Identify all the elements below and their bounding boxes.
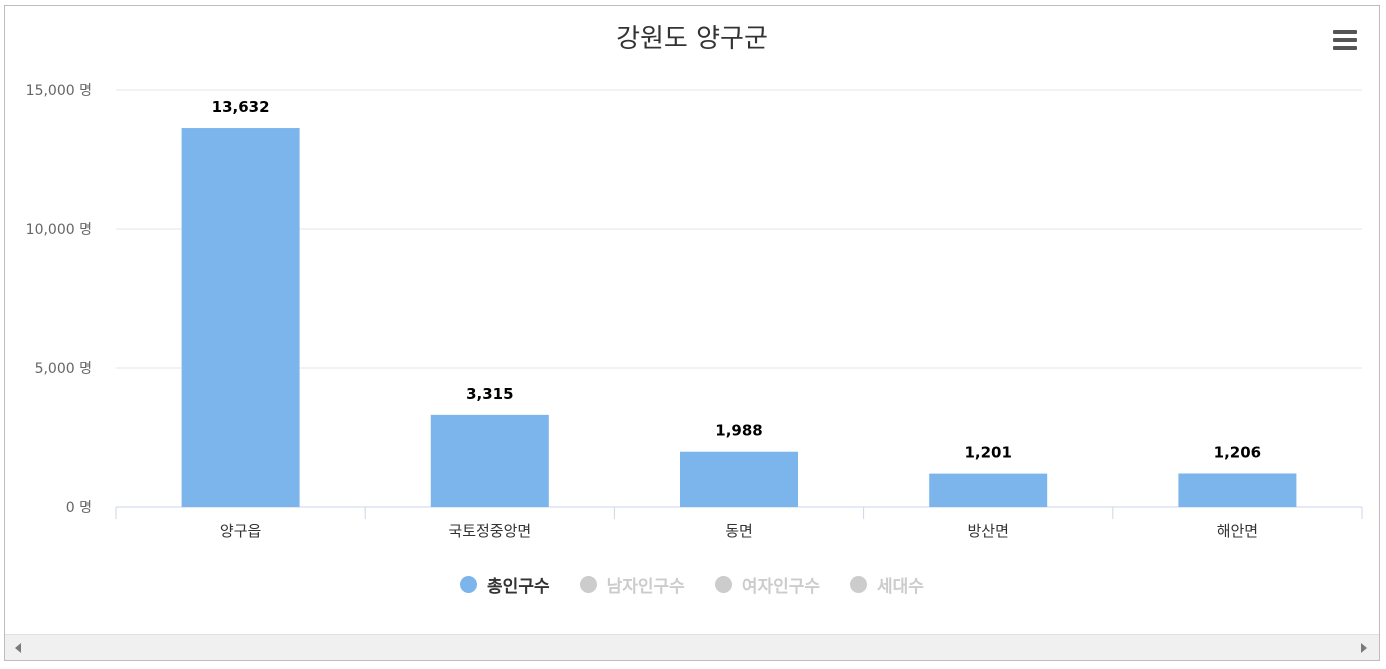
chart-container: 강원도 양구군 0 명 5,000 명 10,000 명 15,000 명 13,632… (4, 5, 1380, 661)
chart-title: 강원도 양구군 (616, 24, 768, 54)
y-tick-label: 5,000 명 (35, 361, 92, 377)
legend-label: 여자인구수 (741, 577, 821, 597)
menu-bar (1333, 38, 1357, 42)
data-label: 1,201 (964, 444, 1011, 462)
legend-symbol (579, 576, 597, 593)
bar (680, 451, 798, 507)
y-tick-label: 15,000 명 (26, 83, 92, 99)
x-tick-label: 양구읍 (220, 522, 261, 540)
hamburger-menu-icon[interactable] (1331, 28, 1359, 52)
x-tick-label: 국토정중앙면 (448, 522, 531, 540)
legend-item[interactable]: 여자인구수 (714, 572, 821, 597)
bar (929, 473, 1048, 507)
x-tick-label: 동면 (725, 522, 753, 540)
data-label: 13,632 (212, 98, 270, 116)
bar (1178, 473, 1297, 507)
legend-symbol (850, 576, 868, 593)
data-label: 3,315 (466, 385, 513, 403)
bar (430, 414, 549, 507)
legend-item[interactable]: 총인구수 (460, 572, 550, 597)
x-tick-label: 방산면 (967, 522, 1008, 540)
menu-bar (1333, 46, 1357, 50)
menu-bar (1333, 30, 1357, 34)
legend-symbol (714, 576, 732, 593)
chart-legend: 총인구수 남자인구수 여자인구수 세대수 (5, 572, 1379, 597)
y-tick-label: 0 명 (66, 500, 92, 516)
bar (181, 128, 300, 507)
legend-label: 남자인구수 (606, 577, 685, 597)
y-tick-label: 10,000 명 (26, 222, 92, 238)
x-tick-label: 해안면 (1217, 522, 1258, 540)
legend-label: 총인구수 (487, 577, 550, 597)
legend-symbol (460, 576, 478, 593)
data-label: 1,988 (715, 422, 762, 440)
chart-area: 강원도 양구군 0 명 5,000 명 10,000 명 15,000 명 13,632… (5, 6, 1379, 634)
legend-item[interactable]: 남자인구수 (579, 572, 685, 597)
legend-item[interactable]: 세대수 (850, 572, 924, 597)
legend-label: 세대수 (877, 577, 924, 597)
scroll-left-arrow-icon[interactable] (15, 643, 21, 653)
horizontal-scrollbar[interactable] (5, 634, 1379, 660)
data-label: 1,206 (1214, 443, 1261, 461)
scroll-right-arrow-icon[interactable] (1361, 643, 1367, 653)
bar-chart-plot: 0 명 5,000 명 10,000 명 15,000 명 13,632 양구읍 3,315… (26, 83, 1363, 540)
